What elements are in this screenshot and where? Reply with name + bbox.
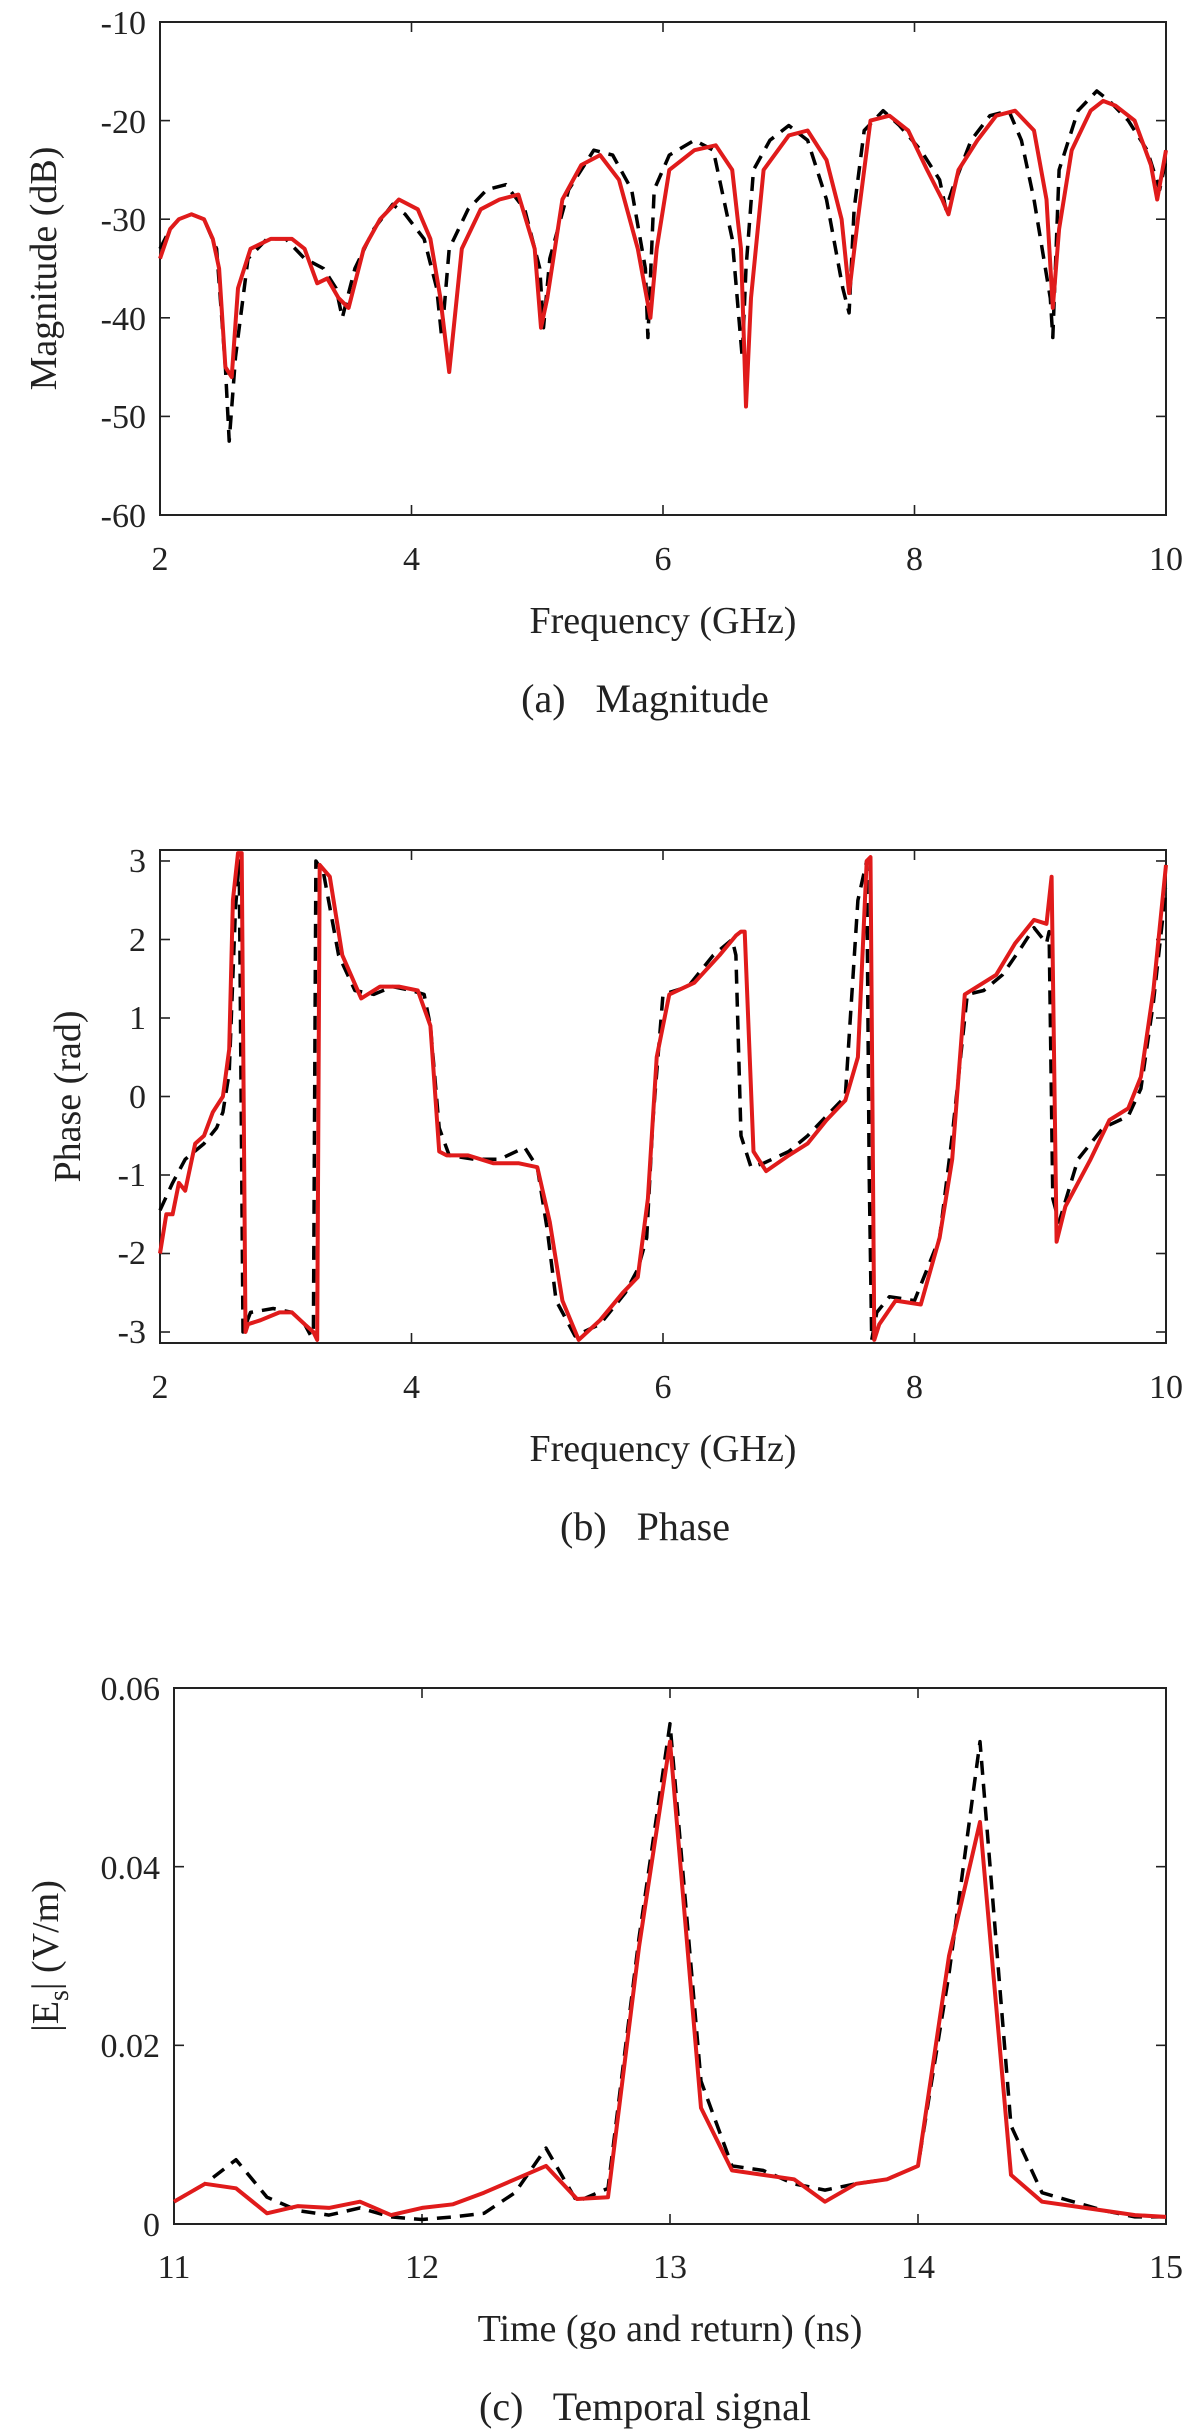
- panel-temporal-signal: 11 12 13 14 15 0 0.02 0.04 0.06 Time (go…: [25, 1671, 1183, 2429]
- temporal-y-tick-label: 0.04: [101, 1850, 161, 1887]
- magnitude-x-tick-label: 8: [906, 541, 923, 578]
- phase-y-axis-label: Phase (rad): [47, 1011, 89, 1183]
- phase-x-tick-labels: 2 4 6 8 10: [152, 1369, 1184, 1406]
- phase-x-tick-label: 8: [906, 1369, 923, 1406]
- phase-x-tick-label: 4: [403, 1369, 420, 1406]
- phase-series-line-solid-red: [158, 851, 1168, 1342]
- magnitude-series: [158, 89, 1168, 443]
- phase-plot-frame: [159, 849, 1167, 1344]
- temporal-x-tick-label: 12: [405, 2249, 439, 2286]
- magnitude-x-tick-label: 6: [655, 541, 672, 578]
- temporal-plot-frame: [173, 1687, 1167, 2225]
- temporal-caption: (c) Temporal signal: [479, 2384, 811, 2429]
- phase-y-tick-label: 2: [129, 922, 146, 959]
- magnitude-x-tick-label: 4: [403, 541, 420, 578]
- temporal-series-line-dashed-black: [173, 1721, 1166, 2222]
- phase-x-tick-label: 2: [152, 1369, 169, 1406]
- magnitude-y-tick-marks: [160, 21, 1166, 516]
- phase-x-tick-label: 6: [655, 1369, 672, 1406]
- magnitude-x-tick-label: 2: [152, 541, 169, 578]
- phase-y-tick-label: -2: [118, 1235, 146, 1272]
- temporal-x-tick-label: 14: [901, 2249, 935, 2286]
- temporal-x-tick-label: 13: [653, 2249, 687, 2286]
- temporal-x-tick-label: 15: [1149, 2249, 1183, 2286]
- panel-magnitude: 2 4 6 8 10 -60 -50 -40 -30 -20 -10 Frequ…: [23, 5, 1183, 721]
- temporal-series-line-solid-red: [172, 1739, 1167, 2219]
- phase-series-line-dashed-black: [158, 859, 1168, 1342]
- temporal-x-axis-label: Time (go and return) (ns): [478, 2308, 863, 2350]
- panel-phase: 2 4 6 8 10 -3 -2 -1 0 1 2 3 Frequency (G…: [47, 843, 1183, 1549]
- temporal-y-axis-label-head: |E: [25, 2001, 67, 2032]
- magnitude-x-tick-marks: [159, 22, 1167, 515]
- magnitude-x-tick-label: 10: [1149, 541, 1183, 578]
- magnitude-y-tick-label: -60: [101, 498, 146, 535]
- magnitude-series-line-dashed-black: [158, 89, 1168, 443]
- phase-y-tick-labels: -3 -2 -1 0 1 2 3: [118, 843, 146, 1351]
- magnitude-y-tick-label: -20: [101, 104, 146, 141]
- magnitude-x-tick-labels: 2 4 6 8 10: [152, 541, 1184, 578]
- magnitude-y-tick-label: -30: [101, 202, 146, 239]
- phase-series: [158, 851, 1168, 1342]
- magnitude-x-axis-label: Frequency (GHz): [530, 600, 797, 642]
- temporal-y-tick-label: 0.06: [101, 1671, 161, 1708]
- temporal-y-tick-label: 0.02: [101, 2028, 161, 2065]
- temporal-y-axis-label: |Es| (V/m): [25, 1880, 75, 2032]
- phase-y-tick-label: 3: [129, 843, 146, 880]
- magnitude-y-tick-label: -40: [101, 301, 146, 338]
- temporal-y-tick-label: 0: [143, 2207, 160, 2244]
- phase-y-tick-label: 0: [129, 1079, 146, 1116]
- magnitude-y-axis-label: Magnitude (dB): [23, 147, 65, 391]
- phase-x-tick-label: 10: [1149, 1369, 1183, 1406]
- temporal-y-tick-labels: 0 0.02 0.04 0.06: [101, 1671, 161, 2244]
- phase-caption: (b) Phase: [560, 1504, 730, 1549]
- temporal-x-tick-label: 11: [158, 2249, 191, 2286]
- phase-x-axis-label: Frequency (GHz): [530, 1428, 797, 1470]
- magnitude-y-tick-label: -10: [101, 5, 146, 42]
- phase-y-tick-label: -1: [118, 1157, 146, 1194]
- temporal-y-axis-label-tail: | (V/m): [25, 1880, 67, 1990]
- magnitude-y-tick-labels: -60 -50 -40 -30 -20 -10: [101, 5, 146, 535]
- phase-y-tick-marks: [160, 860, 1166, 1333]
- phase-y-tick-label: -3: [118, 1314, 146, 1351]
- phase-x-tick-marks: [159, 850, 1167, 1343]
- phase-y-tick-label: 1: [129, 1000, 146, 1037]
- temporal-y-axis-label-subscript: s: [44, 1990, 75, 2001]
- magnitude-caption: (a) Magnitude: [521, 676, 769, 721]
- magnitude-series-line-solid-red: [158, 98, 1168, 409]
- temporal-x-tick-marks: [173, 1688, 1167, 2224]
- magnitude-y-tick-label: -50: [101, 399, 146, 436]
- temporal-series: [172, 1721, 1167, 2222]
- temporal-y-tick-marks: [174, 1687, 1166, 2225]
- temporal-x-tick-labels: 11 12 13 14 15: [158, 2249, 1183, 2286]
